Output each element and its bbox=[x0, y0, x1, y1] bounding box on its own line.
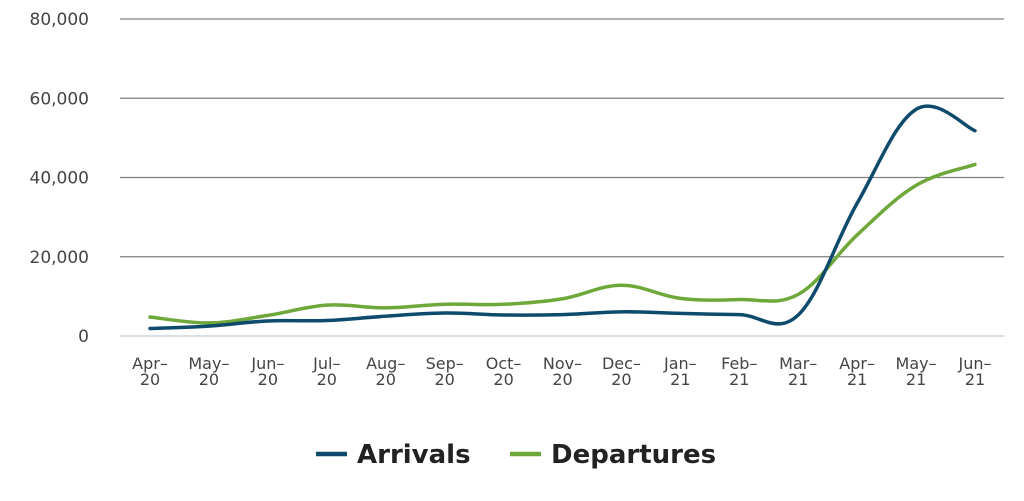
x-tick-label: Aug– 20 bbox=[366, 354, 405, 389]
x-tick-label-line: Jul– bbox=[312, 354, 340, 373]
x-tick-label-line: 20 bbox=[376, 370, 396, 389]
x-tick-label-line: Sep– bbox=[426, 354, 464, 373]
legend-label-arrivals: Arrivals bbox=[357, 440, 471, 470]
y-tick-label: 60,000 bbox=[30, 89, 89, 109]
y-tick-label: 20,000 bbox=[30, 248, 89, 268]
x-tick-label: Jul– 20 bbox=[312, 354, 340, 389]
x-tick-label: Oct– 20 bbox=[486, 354, 522, 389]
x-tick-label-line: Feb– bbox=[721, 354, 757, 373]
y-tick-label: 0 bbox=[78, 327, 89, 347]
x-tick-label: Nov– 20 bbox=[543, 354, 582, 389]
series-line-departures bbox=[148, 162, 977, 325]
x-tick-label-line: 21 bbox=[729, 370, 749, 389]
x-tick-label: Dec– 20 bbox=[602, 354, 641, 389]
y-tick-label: 40,000 bbox=[30, 169, 89, 189]
x-tick-label-line: Oct– bbox=[486, 354, 522, 373]
series-line-arrivals bbox=[148, 104, 977, 331]
x-tick-label-line: 20 bbox=[434, 370, 454, 389]
y-axis-ticks: 0 20,000 40,000 60,000 80,000 bbox=[30, 10, 89, 347]
x-tick-label: Mar– 21 bbox=[779, 354, 817, 389]
x-tick-label-line: 21 bbox=[906, 370, 926, 389]
x-tick-label-line: 20 bbox=[493, 370, 513, 389]
x-tick-label-line: 21 bbox=[847, 370, 867, 389]
x-tick-label-line: 20 bbox=[611, 370, 631, 389]
x-tick-label: Jun– 20 bbox=[250, 354, 284, 389]
x-tick-label-line: 21 bbox=[788, 370, 808, 389]
legend-label-departures: Departures bbox=[551, 440, 716, 470]
legend: Arrivals Departures bbox=[316, 440, 716, 470]
x-tick-label-line: Apr– bbox=[132, 354, 168, 373]
x-tick-label: Apr– 21 bbox=[839, 354, 875, 389]
x-tick-label-line: Apr– bbox=[839, 354, 875, 373]
x-tick-label-line: Mar– bbox=[779, 354, 817, 373]
x-tick-label-line: 21 bbox=[670, 370, 690, 389]
x-tick-label-line: May– bbox=[896, 354, 937, 373]
x-tick-label: Jan– 21 bbox=[663, 354, 697, 389]
x-tick-label-line: Jun– bbox=[250, 354, 284, 373]
x-tick-label-line: Dec– bbox=[602, 354, 641, 373]
x-tick-label-line: 20 bbox=[552, 370, 572, 389]
x-tick-label: May– 21 bbox=[896, 354, 937, 389]
x-tick-label-line: 21 bbox=[965, 370, 985, 389]
x-tick-label: Apr– 20 bbox=[132, 354, 168, 389]
x-tick-label-line: Aug– bbox=[366, 354, 405, 373]
x-tick-label: May– 20 bbox=[188, 354, 229, 389]
x-tick-label-line: 20 bbox=[140, 370, 160, 389]
x-tick-label-line: Jan– bbox=[663, 354, 697, 373]
x-tick-label-line: Jun– bbox=[958, 354, 992, 373]
x-tick-label-line: May– bbox=[188, 354, 229, 373]
x-tick-label-line: 20 bbox=[199, 370, 219, 389]
x-tick-label-line: 20 bbox=[258, 370, 278, 389]
x-tick-label: Feb– 21 bbox=[721, 354, 757, 389]
x-tick-label: Jun– 21 bbox=[958, 354, 992, 389]
y-tick-label: 80,000 bbox=[30, 10, 89, 30]
x-tick-label-line: 20 bbox=[317, 370, 337, 389]
x-tick-label-line: Nov– bbox=[543, 354, 582, 373]
gridlines bbox=[120, 18, 1004, 337]
x-tick-label: Sep– 20 bbox=[426, 354, 464, 389]
series-lines bbox=[148, 104, 977, 331]
